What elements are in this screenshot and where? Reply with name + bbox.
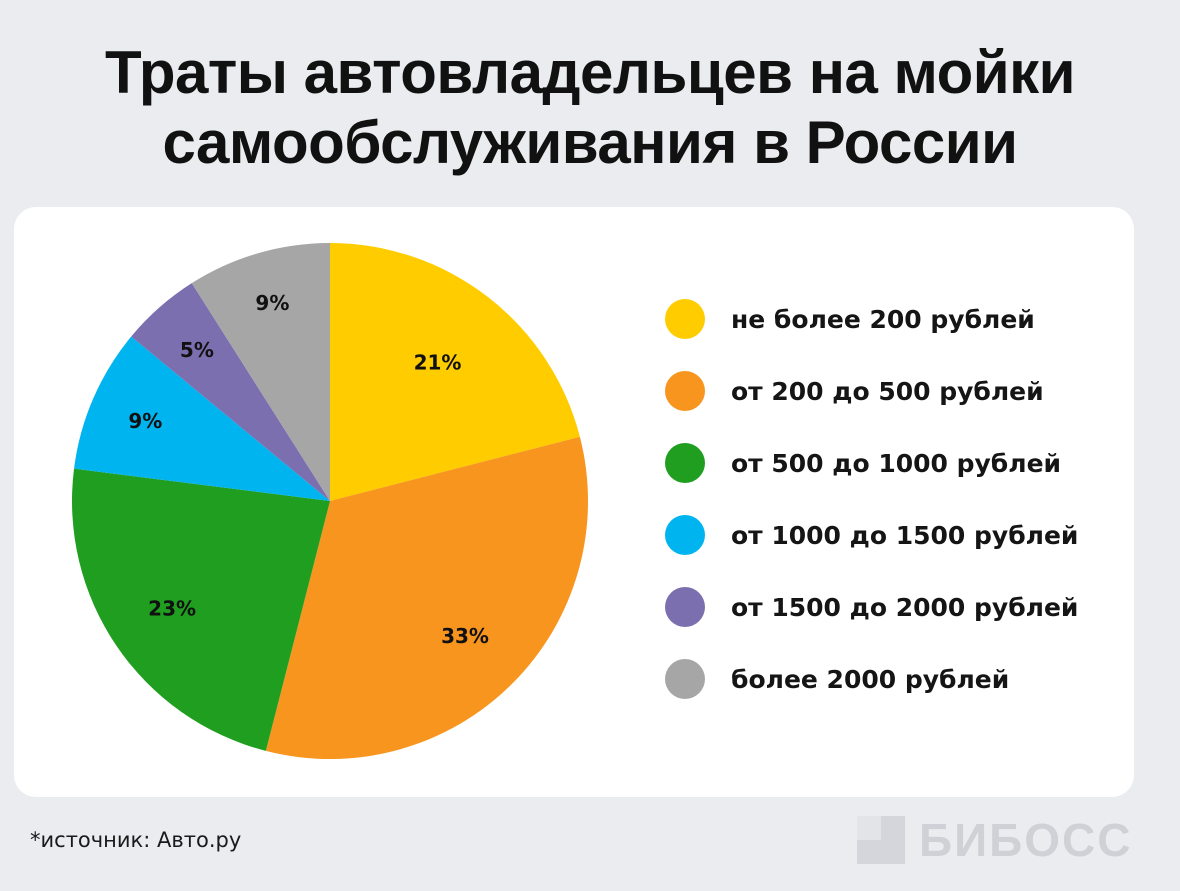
legend-item-over-2000: более 2000 рублей xyxy=(665,659,1125,699)
legend-swatch-1000-1500 xyxy=(665,515,705,555)
legend-item-1000-1500: от 1000 до 1500 рублей xyxy=(665,515,1125,555)
pie-label-over-2000: 9% xyxy=(255,291,289,315)
legend-swatch-up-to-200 xyxy=(665,299,705,339)
pie-slice-200-500 xyxy=(265,436,588,759)
chart-title-line-1: Траты автовладельцев на мойки xyxy=(104,39,1076,106)
brand-logo: БИБОСС xyxy=(857,814,1133,866)
legend-label-500-1000: от 500 до 1000 рублей xyxy=(731,448,1062,478)
pie-label-200-500: 33% xyxy=(441,624,489,648)
pie-label-1000-1500: 9% xyxy=(128,409,162,433)
source-note: *источник: Авто.ру xyxy=(30,828,242,852)
chart-title: Траты автовладельцев на мойки самообслуж… xyxy=(0,38,1180,178)
chart-title-line-2: самообслуживания в России xyxy=(162,109,1018,176)
pie-slice-1000-1500 xyxy=(74,336,330,501)
pie-chart: 21% 33% 23% 9% 5% 9% xyxy=(72,243,588,759)
legend-item-200-500: от 200 до 500 рублей xyxy=(665,371,1125,411)
legend-label-over-2000: более 2000 рублей xyxy=(731,664,1010,694)
brand-logo-mark xyxy=(857,816,905,864)
pie-slice-500-1000 xyxy=(72,468,330,751)
legend-label-1500-2000: от 1500 до 2000 рублей xyxy=(731,592,1079,622)
pie-slice-up-to-200 xyxy=(330,243,580,501)
pie-slice-over-2000 xyxy=(191,243,330,501)
pie-label-up-to-200: 21% xyxy=(414,350,462,374)
legend-swatch-200-500 xyxy=(665,371,705,411)
pie-label-1500-2000: 5% xyxy=(180,338,214,362)
pie-label-500-1000: 23% xyxy=(148,596,196,620)
chart-card: 21% 33% 23% 9% 5% 9% не более 200 рублей от 20… xyxy=(14,207,1134,797)
legend-item-up-to-200: не более 200 рублей xyxy=(665,299,1125,339)
legend-item-1500-2000: от 1500 до 2000 рублей xyxy=(665,587,1125,627)
legend-label-1000-1500: от 1000 до 1500 рублей xyxy=(731,520,1079,550)
pie-slice-1500-2000 xyxy=(131,283,330,501)
chart-legend: не более 200 рублей от 200 до 500 рублей о… xyxy=(665,299,1125,731)
legend-label-200-500: от 200 до 500 рублей xyxy=(731,376,1044,406)
legend-item-500-1000: от 500 до 1000 рублей xyxy=(665,443,1125,483)
legend-swatch-500-1000 xyxy=(665,443,705,483)
brand-logo-text: БИБОСС xyxy=(919,814,1133,866)
legend-swatch-over-2000 xyxy=(665,659,705,699)
legend-swatch-1500-2000 xyxy=(665,587,705,627)
legend-label-up-to-200: не более 200 рублей xyxy=(731,304,1035,334)
